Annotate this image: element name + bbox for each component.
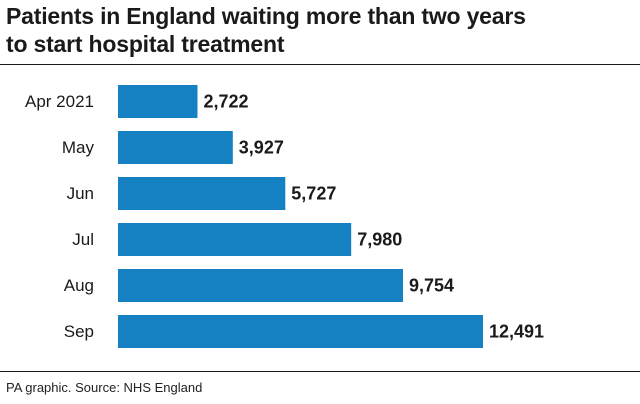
bar-chart: Apr 2021 2,722 May 3,927 Jun 5,727 Jul 7,980 Aug… [0, 65, 640, 371]
bottom-divider [0, 371, 640, 372]
category-label: Sep [64, 322, 94, 341]
value-label: 9,754 [409, 276, 454, 296]
category-label: Jun [67, 184, 94, 203]
bar [118, 85, 198, 118]
chart-title-line-1: Patients in England waiting more than tw… [6, 3, 526, 29]
value-label: 12,491 [489, 322, 544, 342]
value-label: 3,927 [239, 138, 284, 158]
bar [118, 269, 403, 302]
bar [118, 177, 286, 210]
value-label: 2,722 [204, 92, 249, 112]
value-label: 5,727 [291, 184, 336, 204]
bar [118, 223, 352, 256]
source-note: PA graphic. Source: NHS England [6, 380, 203, 395]
bar [118, 131, 233, 164]
value-label: 7,980 [357, 230, 402, 250]
chart-title-line-2: to start hospital treatment [6, 31, 285, 57]
bar-chart-svg: Apr 2021 2,722 May 3,927 Jun 5,727 Jul 7,980 Aug… [25, 85, 544, 348]
bar [118, 315, 483, 348]
category-label: May [62, 138, 95, 157]
category-label: Aug [64, 276, 94, 295]
category-label: Jul [72, 230, 94, 249]
category-label: Apr 2021 [25, 92, 94, 111]
chart-title: Patients in England waiting more than tw… [6, 2, 634, 58]
top-divider [0, 64, 640, 65]
